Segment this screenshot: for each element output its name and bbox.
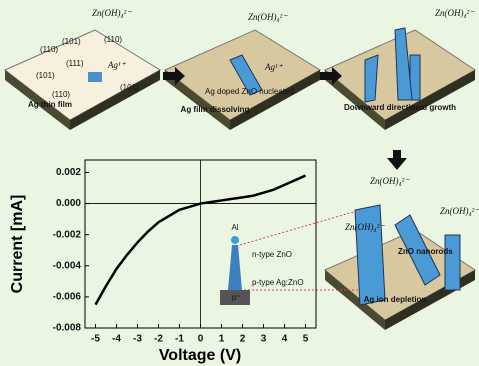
x-tick-label: 1: [219, 334, 225, 345]
y-tick-label: -0.006: [53, 292, 82, 303]
ion: Ag¹⁺: [107, 60, 127, 70]
inset-label: n-type ZnO: [252, 250, 292, 259]
inset-label: p-type Ag:ZnO: [252, 278, 304, 287]
figure: Ag thin film Ag¹⁺ Zn(OH)₄²⁻ (110) (101) …: [0, 0, 479, 366]
y-axis-label: Current [mA]: [9, 195, 26, 294]
note: Ag doped ZnO nucleated: [205, 87, 294, 96]
facet: (110): [104, 35, 122, 44]
complex: Zn(OH)₄²⁻: [370, 176, 410, 186]
x-axis-label: Voltage (V): [159, 347, 241, 364]
complex: Zn(OH)₄²⁻: [345, 222, 385, 232]
y-tick-label: -0.008: [53, 323, 82, 334]
x-tick-label: 5: [303, 334, 309, 345]
x-tick-label: -2: [154, 334, 163, 345]
complex: Zn(OH)₄²⁻: [248, 12, 288, 22]
x-tick-label: -4: [112, 334, 121, 345]
label: ZnO nanorods: [398, 247, 453, 256]
inset-label: p⁺: [232, 293, 241, 302]
x-tick-label: 2: [240, 334, 246, 345]
facet: (110): [52, 90, 70, 99]
x-tick-label: 4: [282, 334, 288, 345]
y-tick-label: -0.002: [53, 229, 82, 240]
caption: Downward directional growth: [344, 103, 456, 112]
caption: Ag film dissolving: [181, 105, 250, 114]
ion: Ag¹⁺: [264, 62, 284, 72]
y-tick-label: 0.002: [56, 167, 81, 178]
facet: (110): [40, 45, 58, 54]
x-tick-label: -3: [133, 334, 142, 345]
facet: (101): [120, 83, 139, 92]
facet: (111): [66, 59, 84, 68]
inset-label: Al: [231, 223, 238, 232]
caption: Ag thin film: [28, 100, 72, 109]
x-tick-label: -1: [175, 334, 184, 345]
complex: Zn(OH)₄²⁻: [435, 8, 475, 18]
complex: Zn(OH)₄²⁻: [92, 8, 132, 18]
complex: Zn(OH)₄²⁻: [440, 206, 479, 216]
caption: Ag ion depletion: [364, 295, 427, 304]
x-tick-label: 3: [261, 334, 267, 345]
facet: (101): [36, 71, 55, 80]
y-tick-label: 0.000: [56, 198, 81, 209]
x-tick-label: 0: [198, 334, 204, 345]
x-tick-label: -5: [91, 334, 100, 345]
facet: (101): [62, 37, 81, 46]
y-tick-label: -0.004: [53, 260, 82, 271]
